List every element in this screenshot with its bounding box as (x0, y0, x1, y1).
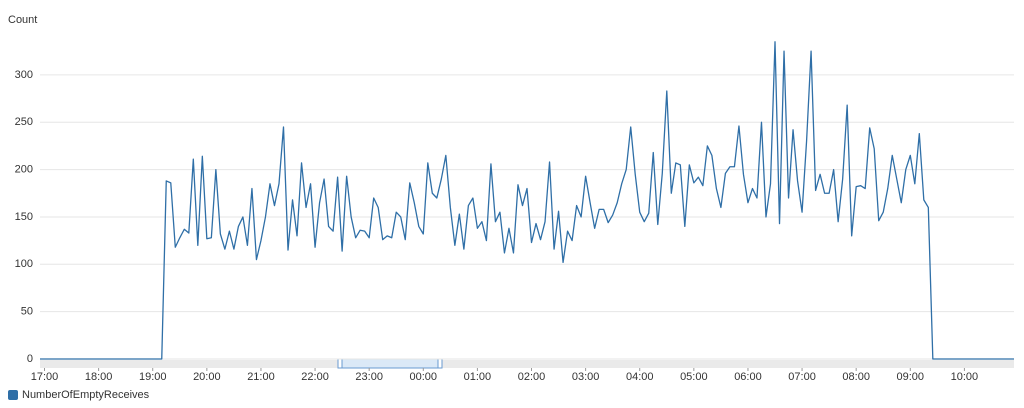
y-tick-label: 100 (15, 258, 33, 270)
y-tick-label: 150 (15, 211, 33, 223)
legend-swatch (8, 390, 18, 400)
x-tick-label: 07:00 (788, 371, 816, 383)
x-axis-band (40, 360, 1014, 368)
x-tick-label: 01:00 (464, 371, 492, 383)
y-tick-label: 250 (15, 116, 33, 128)
x-tick-label: 03:00 (572, 371, 600, 383)
range-handle[interactable] (437, 358, 443, 369)
x-tick-label: 19:00 (139, 371, 167, 383)
data-line (40, 41, 1014, 360)
x-tick-label: 17:00 (31, 371, 59, 383)
x-tick-label: 18:00 (85, 371, 113, 383)
x-tick-label: 20:00 (193, 371, 221, 383)
y-tick-label: 50 (21, 306, 33, 318)
x-tick-label: 10:00 (951, 371, 979, 383)
x-tick-label: 22:00 (301, 371, 329, 383)
x-tick-label: 00:00 (410, 371, 438, 383)
y-tick-label: 300 (15, 69, 33, 81)
x-tick-label: 09:00 (897, 371, 925, 383)
x-tick-label: 06:00 (734, 371, 762, 383)
x-tick-label: 21:00 (247, 371, 275, 383)
x-tick-label: 02:00 (518, 371, 546, 383)
range-handle[interactable] (337, 358, 343, 369)
y-tick-label: 0 (27, 353, 33, 365)
x-tick-label: 23:00 (355, 371, 383, 383)
x-tick-label: 08:00 (842, 371, 870, 383)
range-selector[interactable] (339, 358, 443, 369)
y-tick-label: 200 (15, 163, 33, 175)
x-tick-label: 04:00 (626, 371, 654, 383)
legend-label: NumberOfEmptyReceives (22, 389, 150, 401)
x-tick-label: 05:00 (680, 371, 708, 383)
y-axis-label: Count (8, 14, 37, 26)
